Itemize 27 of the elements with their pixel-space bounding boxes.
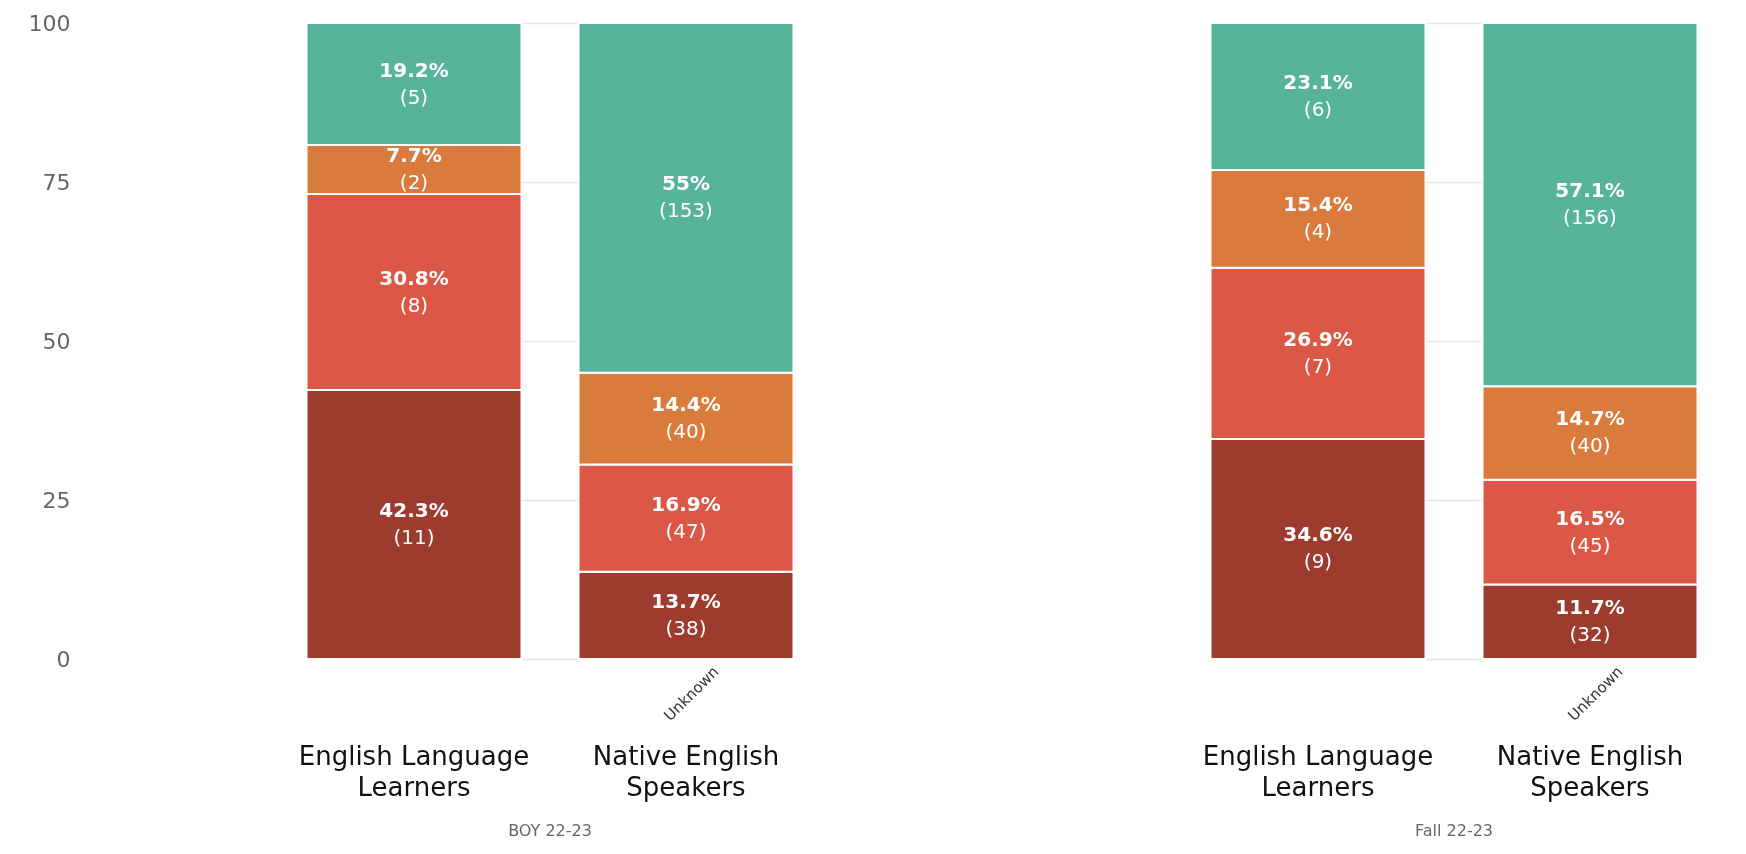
y-tick-label: 50 [42, 328, 71, 354]
text: 14.7% (40) [1555, 406, 1625, 458]
x-tick-label: English Language Learners [298, 740, 530, 802]
text: 16.9% (47) [651, 491, 721, 543]
x-axis-title: BOY 22-23 [508, 821, 592, 840]
x-tick-label: Native English Speakers [1496, 740, 1684, 802]
y-tick-label: 100 [28, 10, 71, 36]
text: 42.3% (11) [379, 497, 449, 549]
x-axis-title: Fall 22-23 [1414, 821, 1494, 840]
text: 7.7% (2) [386, 143, 442, 195]
text: 34.6% (9) [1283, 522, 1353, 574]
text: 15.4% (4) [1283, 192, 1353, 244]
text: 11.7% (32) [1555, 595, 1625, 647]
text: 30.8% (8) [379, 265, 449, 317]
x-tick-label: Native English Speakers [592, 740, 780, 802]
y-tick-label: 0 [56, 646, 71, 672]
text: 19.2% (5) [379, 57, 449, 109]
text: 16.5% (45) [1555, 505, 1625, 557]
text: 26.9% (7) [1283, 326, 1353, 378]
text: 57.1% (156) [1555, 178, 1625, 230]
x-tick-label: English Language Learners [1202, 740, 1434, 802]
text: 23.1% (6) [1283, 69, 1353, 121]
text: 13.7% (38) [651, 588, 721, 640]
text: 55% (153) [659, 171, 713, 223]
y-tick-label: 75 [42, 169, 71, 195]
y-tick-label: 25 [42, 487, 71, 513]
text: 14.4% (40) [651, 392, 721, 444]
